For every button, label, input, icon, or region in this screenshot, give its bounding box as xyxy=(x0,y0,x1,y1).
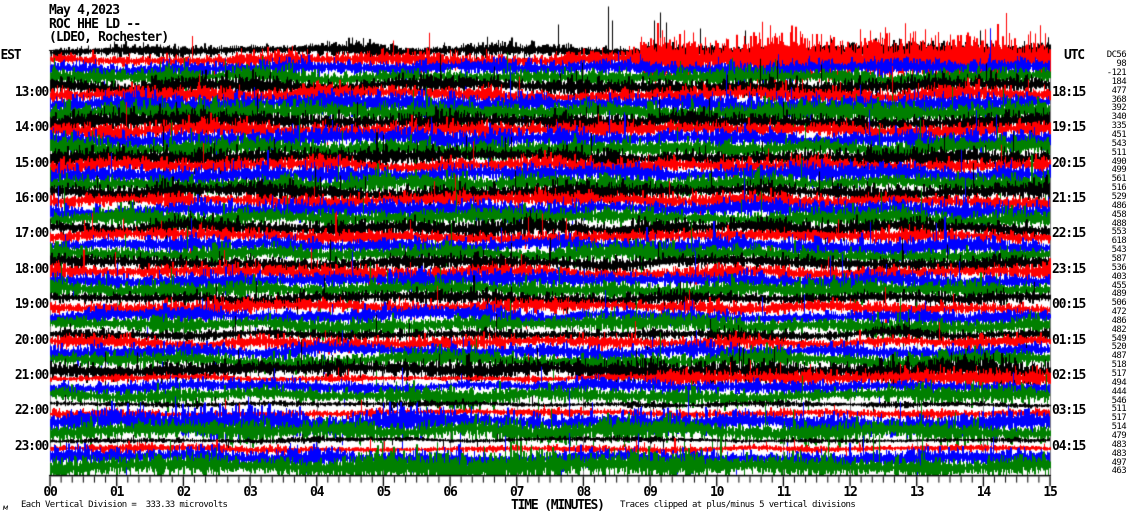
est-time-label: 22:00 xyxy=(14,403,49,419)
est-time-label: 15:00 xyxy=(14,155,49,171)
utc-time-label: 22:15 xyxy=(1052,226,1086,242)
x-tick-label: 02 xyxy=(176,484,191,500)
dc-value: 497 xyxy=(1111,457,1127,468)
dc-value: 486 xyxy=(1111,315,1127,326)
dc-value: 483 xyxy=(1111,448,1127,459)
header-station-line: ROC HHE LD -- xyxy=(49,16,141,32)
x-tick-label: 14 xyxy=(976,484,991,500)
x-tick-label: 10 xyxy=(710,484,724,500)
x-tick-label: 12 xyxy=(843,484,857,500)
utc-time-label: 00:15 xyxy=(1052,297,1086,313)
dc-value: 403 xyxy=(1111,271,1127,282)
dc-value: 184 xyxy=(1111,76,1127,87)
utc-time-label: 21:15 xyxy=(1052,190,1086,206)
dc-value: 618 xyxy=(1111,236,1127,247)
x-tick-label: 07 xyxy=(510,484,524,500)
x-tick-label: 01 xyxy=(110,484,124,500)
dc-value: 451 xyxy=(1111,129,1127,140)
dc-value: -121 xyxy=(1106,68,1127,78)
dc-value: 536 xyxy=(1111,262,1127,273)
est-time-label: 18:00 xyxy=(14,261,49,277)
utc-time-label: 03:15 xyxy=(1052,403,1086,419)
left-axis-title: EST xyxy=(0,48,22,63)
dc-value: 514 xyxy=(1111,422,1127,433)
dc-value: 506 xyxy=(1111,298,1127,309)
dc-value: 494 xyxy=(1111,377,1127,388)
x-tick-label: 15 xyxy=(1043,484,1057,500)
est-time-label: 17:00 xyxy=(14,226,49,242)
dc-value: 368 xyxy=(1111,94,1127,105)
dc-value: 518 xyxy=(1111,360,1127,371)
scale-note: Each Vertical Division = 333.33 microvol… xyxy=(21,499,228,510)
est-time-label: 19:00 xyxy=(14,297,49,313)
est-time-label: 14:00 xyxy=(14,120,49,136)
plot-header: May 4,2023 ROC HHE LD -- (LDEO, Rocheste… xyxy=(49,3,169,46)
dc-value: 543 xyxy=(1111,138,1127,149)
est-time-label: 16:00 xyxy=(14,190,49,206)
x-tick-label: 11 xyxy=(776,484,791,500)
right-axis-title: UTC xyxy=(1064,48,1085,63)
dc-value: 553 xyxy=(1111,227,1127,238)
x-axis-title: TIME (MINUTES) xyxy=(511,498,605,513)
header-date: May 4,2023 xyxy=(49,3,120,18)
dc-header-and-value: DC56 xyxy=(1106,50,1127,61)
x-tick-label: 05 xyxy=(376,484,391,500)
x-tick-label: 03 xyxy=(243,484,257,500)
utc-time-label: 02:15 xyxy=(1052,368,1086,384)
dc-value: 517 xyxy=(1111,413,1127,424)
dc-value: 340 xyxy=(1111,112,1127,123)
dc-value: 516 xyxy=(1111,183,1127,194)
dc-value: 479 xyxy=(1111,431,1127,442)
utc-time-label: 01:15 xyxy=(1052,332,1086,348)
dc-value: 546 xyxy=(1111,395,1127,406)
x-tick-label: 13 xyxy=(910,484,924,500)
dc-value: 335 xyxy=(1111,121,1127,132)
utc-time-label: 19:15 xyxy=(1052,120,1086,136)
utc-time-label: 20:15 xyxy=(1052,155,1086,171)
dc-value: 463 xyxy=(1111,466,1127,477)
utc-time-label: 18:15 xyxy=(1052,84,1086,100)
clip-note: Traces clipped at plus/minus 5 vertical … xyxy=(620,499,856,510)
dc-value: 561 xyxy=(1111,174,1127,185)
dc-value: 482 xyxy=(1111,324,1127,335)
dc-value: 98 xyxy=(1116,59,1126,70)
dc-value: 444 xyxy=(1111,386,1127,397)
x-tick-label: 06 xyxy=(443,484,457,500)
dc-value: 517 xyxy=(1111,369,1127,380)
dc-value: 490 xyxy=(1111,156,1127,167)
dc-value: 511 xyxy=(1111,404,1127,415)
dc-value: 520 xyxy=(1111,342,1127,353)
dc-value: 392 xyxy=(1111,103,1127,114)
dc-value: 511 xyxy=(1111,147,1127,158)
utc-time-label: 23:15 xyxy=(1052,261,1086,277)
est-time-label: 21:00 xyxy=(14,368,49,384)
header-location-line: (LDEO, Rochester) xyxy=(49,30,169,46)
x-tick-label: 09 xyxy=(643,484,657,500)
x-tick-label: 04 xyxy=(310,484,324,500)
est-time-label: 20:00 xyxy=(14,332,49,348)
dc-value: 487 xyxy=(1111,351,1127,362)
est-time-label: 13:00 xyxy=(14,84,49,100)
dc-value: 477 xyxy=(1111,85,1127,96)
est-time-label: 23:00 xyxy=(14,438,49,454)
utc-time-label: 04:15 xyxy=(1052,438,1086,454)
dc-value: 529 xyxy=(1111,191,1127,202)
dc-value: 543 xyxy=(1111,245,1127,256)
x-tick-label: 08 xyxy=(576,484,591,500)
dc-value: 587 xyxy=(1111,253,1127,264)
x-tick-label: 00 xyxy=(43,484,57,500)
dc-value: 486 xyxy=(1111,200,1127,211)
dc-value: 488 xyxy=(1111,218,1127,229)
logo-glyph: м xyxy=(3,502,8,512)
dc-value: 455 xyxy=(1111,280,1127,291)
dc-value: 489 xyxy=(1111,289,1127,300)
dc-value: 549 xyxy=(1111,333,1127,344)
dc-value: 472 xyxy=(1111,307,1127,318)
dc-value: 458 xyxy=(1111,209,1127,220)
dc-value: 499 xyxy=(1111,165,1127,176)
dc-value: 483 xyxy=(1111,439,1127,450)
